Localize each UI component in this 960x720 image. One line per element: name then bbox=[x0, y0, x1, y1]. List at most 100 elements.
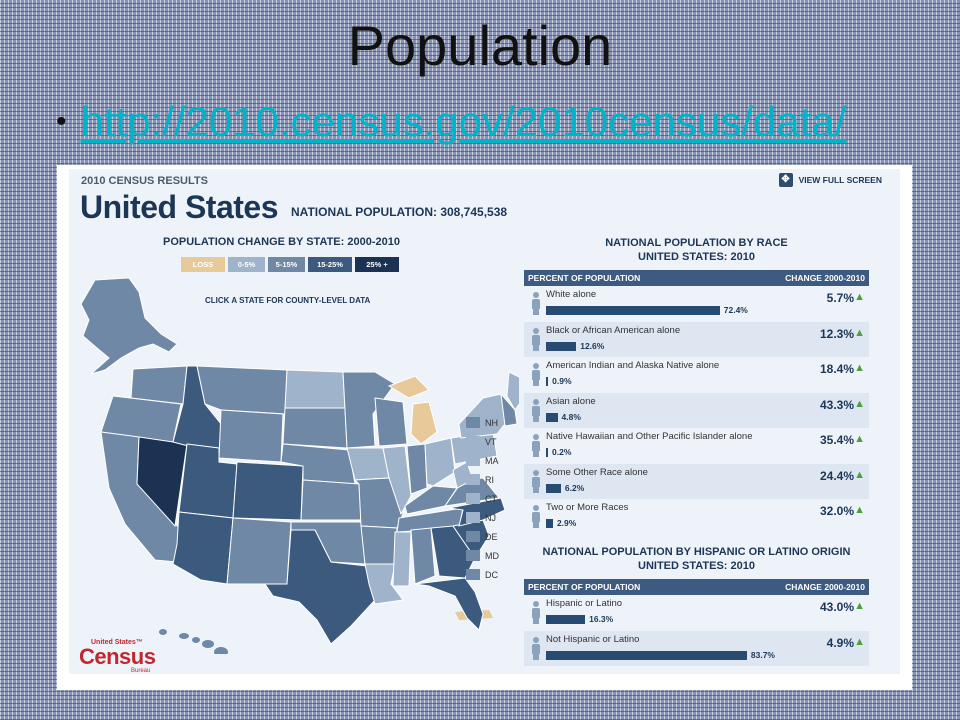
view-full-screen-button[interactable]: ✥ VIEW FULL SCREEN bbox=[778, 173, 882, 187]
state-indiana[interactable] bbox=[406, 443, 428, 495]
race-label: Some Other Race alone bbox=[546, 466, 648, 478]
state-hawaii[interactable] bbox=[159, 629, 228, 654]
race-row: Asian alone 4.8% 43.3% ▲ bbox=[524, 392, 869, 428]
race-row: Two or More Races 2.9% 32.0% ▲ bbox=[524, 499, 869, 534]
small-state-ct[interactable]: CT bbox=[466, 489, 499, 508]
state-florida[interactable] bbox=[414, 577, 484, 631]
state-texas[interactable] bbox=[264, 529, 376, 645]
race-row: American Indian and Alaska Native alone 0… bbox=[524, 357, 869, 392]
state-colorado[interactable] bbox=[232, 461, 304, 521]
state-georgia[interactable] bbox=[430, 525, 476, 579]
small-state-swatch bbox=[466, 474, 480, 485]
census-results-heading: 2010 CENSUS RESULTS bbox=[81, 175, 208, 187]
small-state-swatch bbox=[466, 493, 480, 504]
person-icon bbox=[532, 292, 540, 316]
race-label: Black or African American alone bbox=[546, 324, 681, 336]
state-iowa[interactable] bbox=[346, 447, 390, 481]
up-arrow-icon: ▲ bbox=[854, 600, 865, 612]
state-ohio[interactable] bbox=[424, 437, 456, 487]
race-bar bbox=[546, 341, 577, 351]
map-legend: LOSS 0-5% 5-15% 15-25% 25% + bbox=[181, 257, 399, 272]
hispanic-change: 4.9% bbox=[826, 635, 854, 650]
hispanic-bar bbox=[546, 650, 747, 660]
state-wisconsin[interactable] bbox=[374, 397, 408, 447]
state-arkansas[interactable] bbox=[360, 525, 398, 565]
small-state-dc[interactable]: DC bbox=[466, 565, 499, 584]
race-percent: 6.2% bbox=[564, 482, 585, 493]
state-alabama[interactable] bbox=[410, 527, 436, 585]
hispanic-col-change: CHANGE 2000-2010 bbox=[785, 582, 865, 592]
slide-title: Population bbox=[347, 14, 613, 77]
state-north-dakota[interactable] bbox=[284, 369, 346, 409]
hispanic-label: Not Hispanic or Latino bbox=[546, 633, 640, 645]
up-arrow-icon: ▲ bbox=[854, 635, 865, 648]
small-state-nj[interactable]: NJ bbox=[466, 508, 499, 527]
click-state-note: CLICK A STATE FOR COUNTY-LEVEL DATA bbox=[205, 296, 371, 305]
small-state-swatch bbox=[466, 417, 480, 428]
state-virginia[interactable] bbox=[443, 477, 500, 507]
small-state-nh[interactable]: NH bbox=[466, 413, 499, 432]
state-montana[interactable] bbox=[196, 365, 288, 415]
hispanic-title-line2: UNITED STATES: 2010 bbox=[638, 560, 755, 572]
state-south-dakota[interactable] bbox=[282, 407, 348, 449]
state-mississippi[interactable] bbox=[392, 531, 412, 587]
hispanic-table-header: PERCENT OF POPULATION CHANGE 2000-2010 bbox=[524, 579, 869, 595]
person-icon bbox=[532, 327, 540, 352]
person-icon bbox=[532, 601, 540, 625]
small-state-vt[interactable]: VT bbox=[466, 432, 499, 451]
state-arizona[interactable] bbox=[172, 511, 234, 585]
state-nevada[interactable] bbox=[136, 436, 188, 528]
hispanic-label: Hispanic or Latino bbox=[546, 598, 623, 609]
race-row: Black or African American alone 12.6% 12.3… bbox=[524, 321, 869, 357]
race-change: 18.4% bbox=[819, 362, 854, 376]
small-state-label: CT bbox=[485, 493, 497, 504]
logo-top-text: United States™ bbox=[91, 639, 143, 646]
small-state-label: MD bbox=[485, 550, 499, 561]
race-title-line1: NATIONAL POPULATION BY RACE bbox=[605, 237, 788, 249]
up-arrow-icon: ▲ bbox=[854, 362, 865, 374]
race-percent: 4.8% bbox=[561, 411, 581, 422]
race-row: White alone 72.4% 5.7% ▲ bbox=[524, 286, 869, 321]
small-state-md[interactable]: MD bbox=[466, 546, 499, 565]
race-percent: 2.9% bbox=[556, 518, 577, 528]
bullet-dot: • bbox=[56, 105, 67, 138]
state-washington[interactable] bbox=[130, 365, 188, 405]
state-alaska[interactable] bbox=[80, 277, 178, 375]
census-results-widget: 2010 CENSUS RESULTS United States NATION… bbox=[69, 169, 900, 674]
person-icon bbox=[532, 636, 540, 661]
small-state-ma[interactable]: MA bbox=[466, 451, 499, 470]
state-maine[interactable] bbox=[506, 371, 519, 411]
hispanic-percent: 83.7% bbox=[750, 649, 775, 660]
small-state-ri[interactable]: RI bbox=[466, 470, 499, 489]
race-change: 43.3% bbox=[819, 397, 854, 412]
up-arrow-icon: ▲ bbox=[854, 326, 865, 339]
race-table-header: PERCENT OF POPULATION CHANGE 2000-2010 bbox=[524, 270, 869, 286]
small-state-swatch bbox=[466, 531, 480, 542]
hispanic-percent: 16.3% bbox=[589, 614, 614, 624]
small-state-de[interactable]: DE bbox=[466, 527, 499, 546]
state-new-england[interactable] bbox=[500, 392, 518, 427]
state-new-mexico[interactable] bbox=[226, 517, 292, 585]
small-state-label: VT bbox=[485, 436, 497, 447]
small-state-label: MA bbox=[485, 455, 499, 466]
race-row: Native Hawaiian and Other Pacific Island… bbox=[524, 428, 869, 463]
bullet-row: • http://2010.census.gov/2010census/data… bbox=[56, 96, 846, 148]
state-wyoming[interactable] bbox=[218, 409, 284, 463]
map-title: POPULATION CHANGE BY STATE: 2000-2010 bbox=[163, 236, 400, 248]
race-title-line2: UNITED STATES: 2010 bbox=[638, 251, 755, 263]
race-bar bbox=[546, 377, 549, 386]
legend-chip-4: 25% + bbox=[355, 257, 399, 272]
up-arrow-icon: ▲ bbox=[854, 397, 865, 410]
us-population-map[interactable] bbox=[69, 274, 519, 654]
legend-chip-2: 5-15% bbox=[268, 257, 305, 272]
hispanic-title-line1: NATIONAL POPULATION BY HISPANIC OR LATIN… bbox=[542, 546, 851, 558]
up-arrow-icon: ▲ bbox=[854, 291, 865, 303]
state-kansas[interactable] bbox=[300, 479, 362, 521]
hispanic-change: 43.0% bbox=[819, 600, 854, 614]
census-data-link[interactable]: http://2010.census.gov/2010census/data/ bbox=[80, 98, 847, 145]
up-arrow-icon: ▲ bbox=[854, 433, 865, 445]
person-icon bbox=[532, 363, 540, 387]
state-michigan[interactable] bbox=[387, 375, 438, 445]
person-icon bbox=[532, 434, 540, 458]
hispanic-col-percent: PERCENT OF POPULATION bbox=[528, 582, 641, 592]
